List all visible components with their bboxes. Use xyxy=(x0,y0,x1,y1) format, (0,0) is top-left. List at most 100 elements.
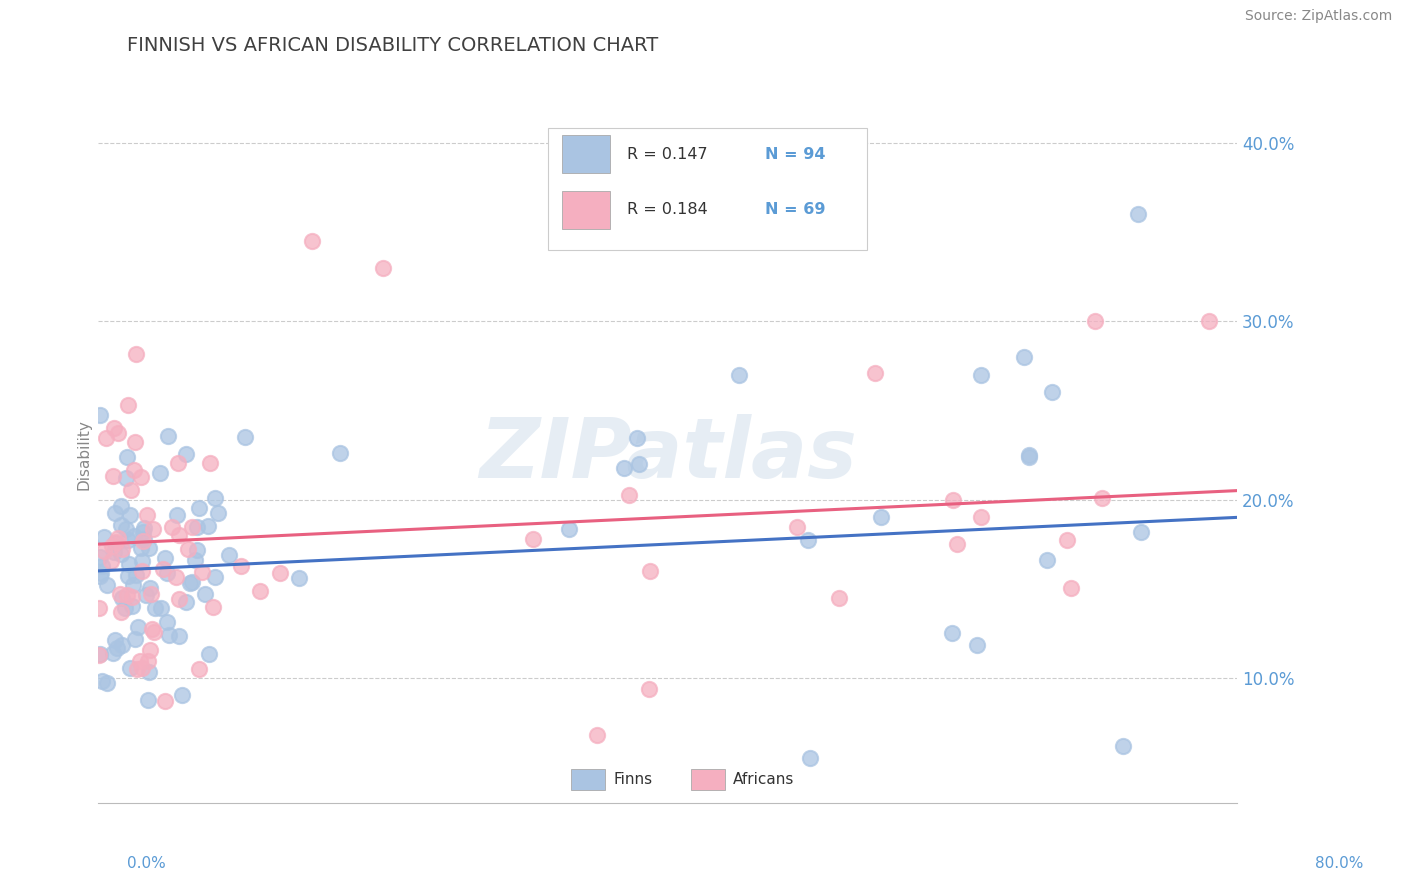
Point xyxy=(110,499,132,513)
Point xyxy=(104,536,127,550)
Point xyxy=(522,533,544,547)
Point xyxy=(117,533,139,547)
Point xyxy=(1018,448,1040,462)
Point xyxy=(184,553,207,567)
Point xyxy=(136,508,159,523)
Point xyxy=(149,601,172,615)
Point xyxy=(110,547,132,561)
Point xyxy=(194,587,217,601)
Point xyxy=(117,557,139,571)
Point xyxy=(1056,533,1078,548)
Text: N = 94: N = 94 xyxy=(765,146,825,161)
FancyBboxPatch shape xyxy=(690,770,725,790)
Point xyxy=(966,638,988,652)
Point xyxy=(202,599,225,614)
Point xyxy=(96,676,118,690)
Text: 0.0%: 0.0% xyxy=(127,856,166,871)
Point xyxy=(89,550,111,565)
Point xyxy=(132,532,155,546)
Point xyxy=(121,591,143,605)
Y-axis label: Disability: Disability xyxy=(76,419,91,491)
Point xyxy=(786,520,808,534)
Point xyxy=(115,471,138,485)
Point xyxy=(136,654,159,668)
Point xyxy=(149,466,172,480)
Point xyxy=(124,632,146,646)
Point xyxy=(96,578,118,592)
Point xyxy=(174,447,197,461)
Point xyxy=(288,571,311,585)
Point xyxy=(138,665,160,679)
Point xyxy=(110,518,132,533)
Point xyxy=(249,584,271,599)
Text: R = 0.184: R = 0.184 xyxy=(627,202,707,217)
Point xyxy=(229,558,252,573)
Point xyxy=(111,638,134,652)
Point xyxy=(942,492,965,507)
Point xyxy=(141,622,163,636)
Point xyxy=(89,566,111,580)
Point xyxy=(143,625,166,640)
Point xyxy=(557,207,579,221)
FancyBboxPatch shape xyxy=(562,135,610,173)
Point xyxy=(134,521,156,535)
Point xyxy=(129,654,152,668)
Point xyxy=(174,595,197,609)
Point xyxy=(167,592,190,607)
Point xyxy=(104,633,127,648)
Point xyxy=(115,450,138,464)
Point xyxy=(110,606,132,620)
Point xyxy=(129,541,152,556)
Point xyxy=(152,562,174,576)
Point xyxy=(218,549,240,563)
Point xyxy=(93,544,115,558)
Point xyxy=(160,520,183,534)
FancyBboxPatch shape xyxy=(562,191,610,229)
Point xyxy=(103,421,125,435)
Point xyxy=(181,519,204,533)
Point xyxy=(186,519,208,533)
Point xyxy=(101,469,124,483)
Point xyxy=(155,694,177,708)
Point xyxy=(89,648,111,662)
Point xyxy=(87,648,110,662)
Point xyxy=(89,408,111,422)
Point xyxy=(103,544,125,558)
Point xyxy=(585,728,607,742)
Point xyxy=(157,628,180,642)
Point xyxy=(139,587,162,601)
Point xyxy=(373,260,395,275)
Point xyxy=(728,368,751,382)
Point xyxy=(828,591,851,605)
Point xyxy=(200,456,222,470)
Point xyxy=(797,533,820,547)
Point xyxy=(124,434,146,449)
Point xyxy=(197,519,219,533)
Point xyxy=(1112,739,1135,753)
Point xyxy=(135,588,157,602)
Point xyxy=(125,662,148,676)
Point xyxy=(637,681,659,696)
Point xyxy=(177,541,200,556)
Point xyxy=(114,522,136,536)
Point xyxy=(90,673,112,688)
Point xyxy=(167,527,190,541)
Point xyxy=(204,570,226,584)
Point xyxy=(1012,350,1035,364)
Point xyxy=(167,456,190,470)
Point xyxy=(101,539,124,553)
Point xyxy=(143,601,166,615)
Point xyxy=(613,461,636,475)
FancyBboxPatch shape xyxy=(548,128,868,250)
Point xyxy=(138,541,160,556)
Point xyxy=(132,525,155,540)
Point xyxy=(138,581,160,595)
Point xyxy=(799,751,821,765)
Point xyxy=(638,564,661,578)
Point xyxy=(1126,207,1149,221)
Point xyxy=(870,510,893,524)
Text: 80.0%: 80.0% xyxy=(1316,856,1364,871)
Point xyxy=(1018,450,1040,464)
Point xyxy=(153,550,176,565)
Point xyxy=(190,565,212,579)
